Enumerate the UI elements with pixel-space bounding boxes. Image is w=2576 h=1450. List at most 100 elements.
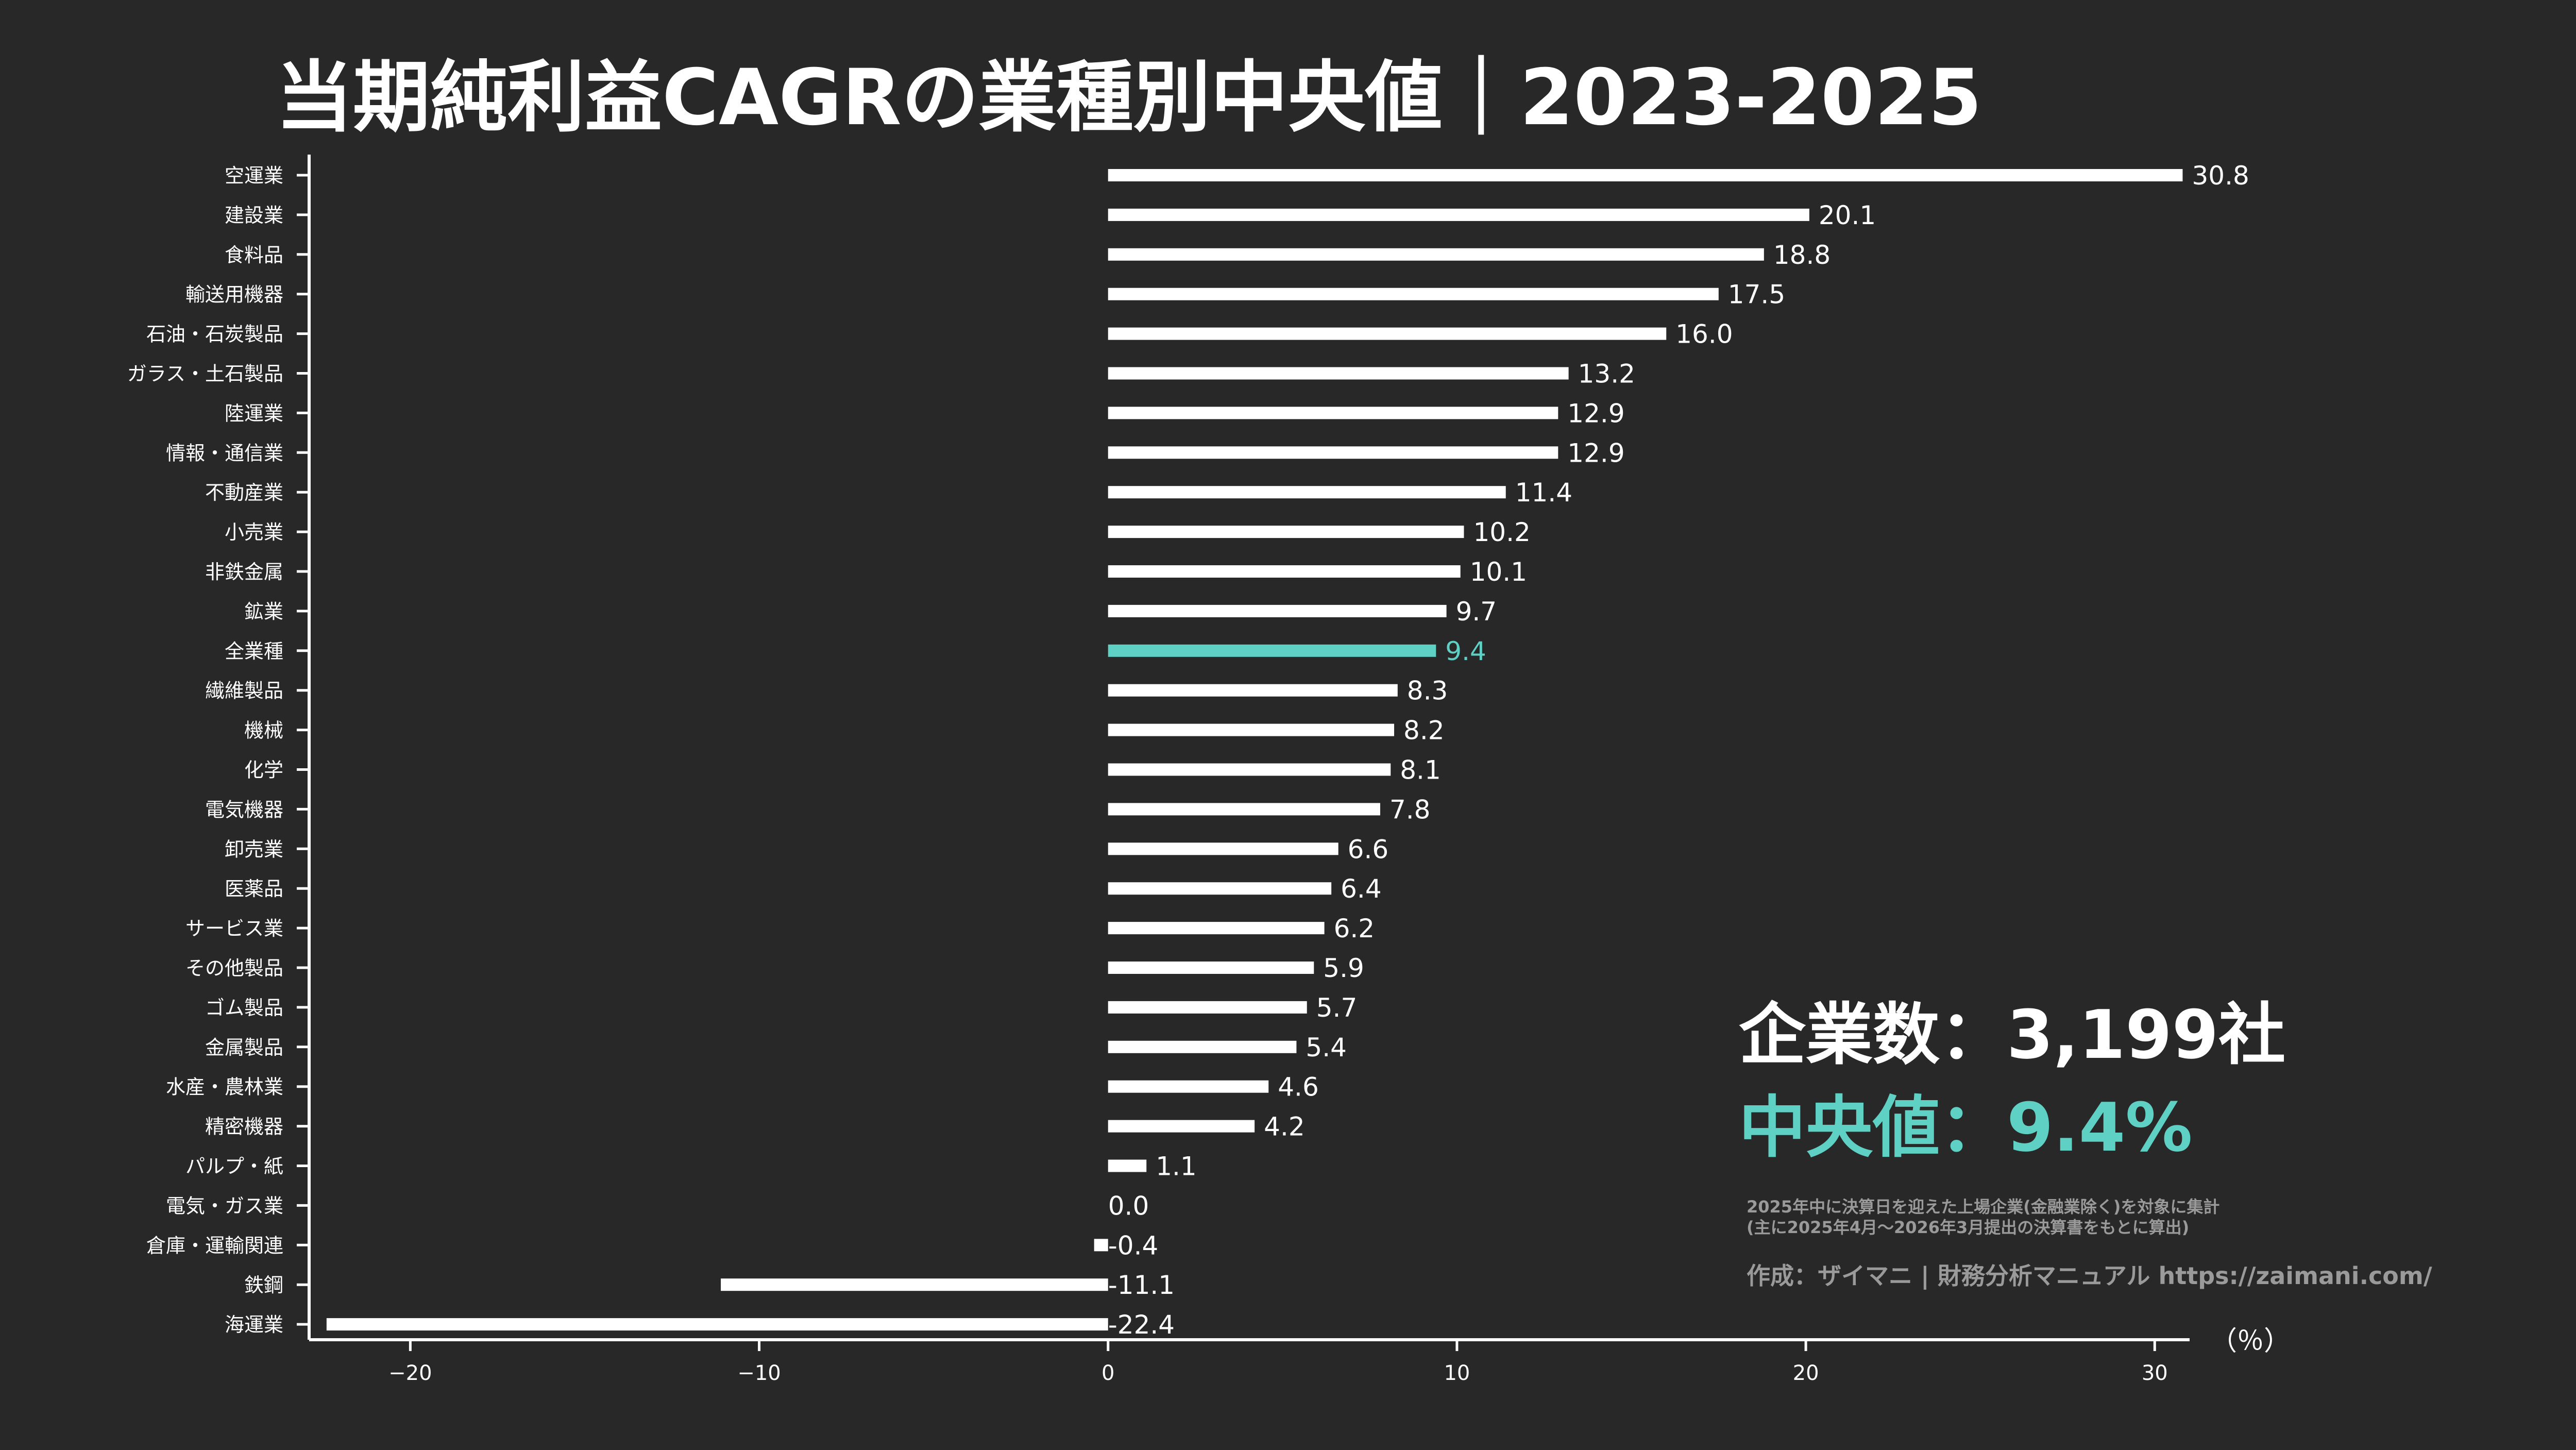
value-label: 16.0 [1675,319,1733,349]
category-label: 鉄鋼 [244,1274,283,1296]
category-label: 食料品 [225,244,283,266]
value-label: -0.4 [1108,1230,1159,1260]
value-label: 8.1 [1400,755,1441,785]
category-label: 不動産業 [205,481,283,504]
category-label: パルプ・紙 [185,1155,283,1178]
x-tick-label: 20 [1793,1361,1819,1385]
value-label: -22.4 [1108,1310,1175,1340]
category-label: 情報・通信業 [166,442,283,464]
category-label: 精密機器 [205,1116,283,1138]
bar [1108,288,1719,300]
category-label: 医薬品 [225,878,283,900]
category-label: ガラス・土石製品 [127,363,283,385]
value-label: 12.9 [1567,398,1624,428]
x-tick-label: −10 [737,1361,781,1385]
value-label: 13.2 [1578,359,1635,389]
category-label: 倉庫・運輸関連 [146,1234,283,1257]
bar [1108,367,1569,380]
bar [1108,486,1506,499]
bar [1108,248,1764,261]
bar [1108,1080,1269,1093]
category-label: 石油・石炭製品 [146,323,283,346]
value-label: 7.8 [1389,795,1431,824]
bar [1108,1040,1297,1053]
value-label: 8.2 [1403,716,1445,746]
category-label: 全業種 [225,640,283,663]
bar [1094,1239,1108,1252]
bar [1108,644,1436,657]
category-label: 卸売業 [225,838,283,861]
bar [1108,1120,1255,1133]
value-label: 1.1 [1156,1152,1197,1182]
bar [1108,604,1447,617]
value-label: 20.1 [1819,200,1876,230]
bar [1108,1001,1307,1014]
bar [1108,446,1558,459]
category-label: 非鉄金属 [205,561,283,583]
category-label: 金属製品 [205,1036,283,1059]
bar [1108,723,1395,736]
bar [1108,842,1338,855]
category-label: 電気機器 [205,798,283,821]
x-unit-label: （％） [2210,1326,2291,1357]
bar [1108,684,1398,697]
bar [1108,327,1667,340]
chart-title: 当期純利益CAGRの業種別中央値｜2023-2025 [276,53,1982,143]
x-tick-label: −20 [388,1361,432,1385]
value-label: 11.4 [1515,478,1572,508]
value-label: 5.4 [1306,1033,1347,1063]
bar [1108,407,1558,419]
bar [1108,922,1325,935]
category-label: 陸運業 [225,402,283,425]
category-label: 小売業 [225,521,283,544]
value-label: 6.4 [1341,874,1382,904]
median-value: 中央値：9.4% [1739,1088,2193,1167]
bar [721,1278,1108,1291]
bar [1108,526,1464,538]
value-label: 4.2 [1264,1112,1305,1142]
company-count: 企業数：3,199社 [1739,996,2286,1074]
bar [1108,763,1391,776]
value-label: 8.3 [1407,676,1448,706]
value-label: 0.0 [1108,1191,1149,1221]
credit-line: 作成：ザイマニ | 財務分析マニュアル https://zaimani.com/ [1747,1262,2432,1290]
category-label: 輸送用機器 [185,283,283,306]
category-label: 繊維製品 [205,680,283,702]
category-label: 電気・ガス業 [166,1194,283,1217]
bar [326,1318,1108,1331]
category-label: 化学 [244,759,283,782]
x-tick-label: 0 [1101,1361,1114,1385]
note-basis: (主に2025年4月〜2026年3月提出の決算書をもとに算出) [1747,1218,2190,1237]
x-tick-label: 10 [1444,1361,1470,1385]
value-label: 5.9 [1323,953,1364,983]
note-scope: 2025年中に決算日を迎えた上場企業(金融業除く)を対象に集計 [1747,1197,2220,1217]
category-label: ゴム製品 [205,997,283,1019]
bar [1108,565,1461,578]
bar [1108,962,1314,974]
value-label: 18.8 [1773,240,1831,270]
value-label: 12.9 [1567,438,1624,468]
value-label: 6.2 [1334,914,1375,943]
category-label: 機械 [244,719,283,742]
category-label: その他製品 [185,957,283,980]
value-label: 10.2 [1473,517,1530,547]
bar [1108,882,1332,895]
bar [1108,169,2183,181]
category-label: 空運業 [225,164,283,187]
value-label: 30.8 [2192,161,2249,191]
bar [1108,208,1809,221]
x-tick-label: 30 [2142,1361,2168,1385]
value-label: 9.7 [1456,597,1497,627]
value-label: 6.6 [1348,834,1389,864]
value-label: 17.5 [1728,280,1785,310]
bar [1108,803,1380,816]
value-label: -11.1 [1108,1270,1175,1300]
value-label: 5.7 [1316,993,1358,1023]
category-label: サービス業 [185,917,283,940]
category-label: 鉱業 [244,600,283,623]
value-label: 10.1 [1470,557,1527,587]
value-label: 9.4 [1445,636,1486,666]
category-label: 建設業 [225,204,283,227]
value-label: 4.6 [1278,1072,1319,1102]
